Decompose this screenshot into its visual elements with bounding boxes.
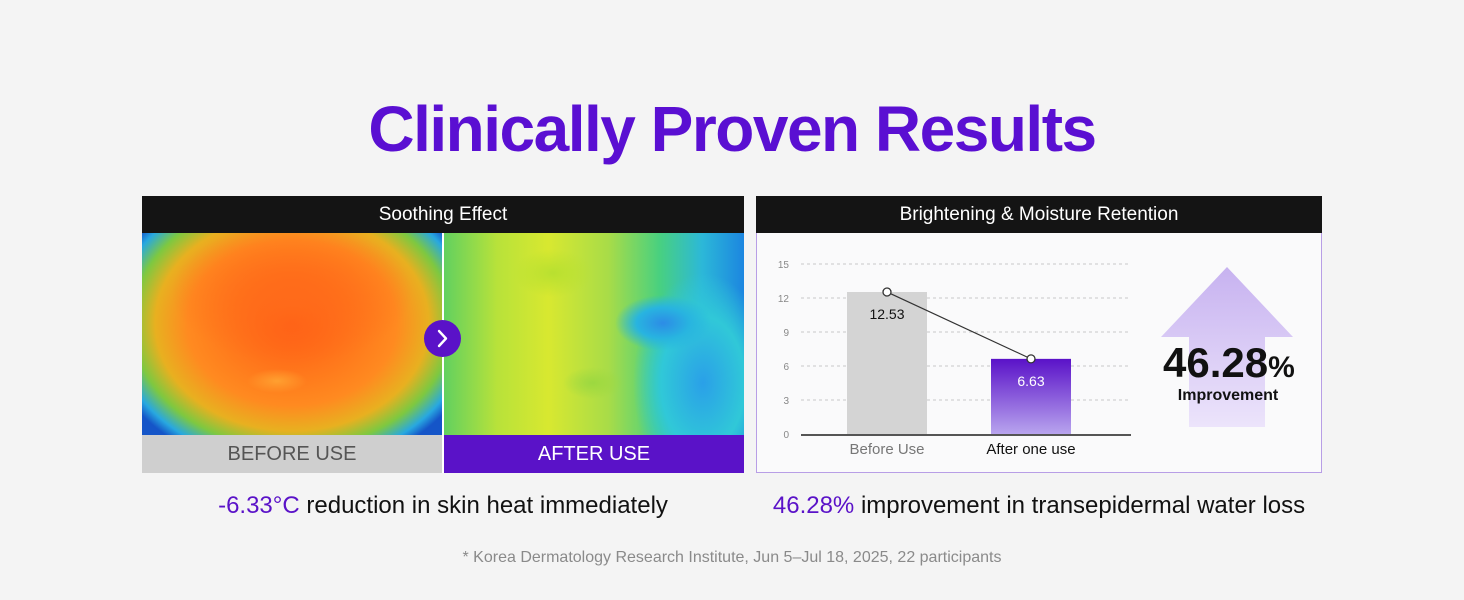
y-tick-label: 12	[778, 294, 790, 305]
x-tick-label: Before Use	[849, 441, 924, 458]
thermal-image-after	[443, 233, 744, 435]
chevron-right-icon	[424, 320, 461, 357]
trend-line	[886, 291, 1032, 360]
improvement-number: 46.28	[1163, 339, 1269, 386]
brightening-caption-value: 46.28%	[772, 492, 855, 519]
y-tick-label: 9	[783, 328, 789, 339]
trend-point	[1026, 354, 1036, 364]
improvement-unit: %	[1268, 351, 1295, 384]
bar-value-label: 12.53	[869, 306, 904, 322]
x-tick-label: After one use	[986, 441, 1075, 458]
soothing-effect-panel: Soothing Effect BEFORE USE AFTER USE	[142, 196, 744, 473]
soothing-caption: -6.33°C reduction in skin heat immediate…	[142, 492, 744, 520]
brightening-header: Brightening & Moisture Retention	[756, 196, 1322, 233]
y-tick-label: 15	[778, 260, 790, 271]
soothing-caption-text: reduction in skin heat immediately	[299, 492, 668, 519]
page-title: Clinically Proven Results	[368, 93, 1097, 165]
footnote: * Korea Dermatology Research Institute, …	[462, 549, 1002, 566]
before-use-label: BEFORE USE	[142, 435, 442, 473]
bar-before-use	[847, 291, 927, 434]
soothing-effect-header: Soothing Effect	[142, 196, 744, 233]
brightening-caption-text: improvement in transepidermal water loss	[854, 492, 1306, 519]
brightening-caption: 46.28% improvement in transepidermal wat…	[740, 492, 1338, 520]
up-arrow-icon	[1161, 267, 1293, 427]
bar-chart: 0 3 6 9 12 15 12.53 Before Use 6.63 After one use	[778, 260, 1131, 458]
y-tick-label: 6	[783, 362, 789, 373]
trend-point	[882, 287, 892, 297]
y-tick-label: 3	[783, 396, 789, 407]
improvement-value: 46.28%	[1163, 339, 1313, 387]
improvement-label: Improvement	[1177, 387, 1279, 404]
thermal-image-before	[142, 233, 442, 435]
y-tick-label: 0	[783, 430, 789, 441]
after-use-label: AFTER USE	[444, 435, 744, 473]
bar-after-one-use	[991, 358, 1071, 434]
bar-value-label: 6.63	[1017, 373, 1044, 389]
soothing-caption-value: -6.33°C	[218, 492, 300, 519]
brightening-panel: Brightening & Moisture Retention 0 3 6 9 12 1…	[756, 196, 1322, 473]
